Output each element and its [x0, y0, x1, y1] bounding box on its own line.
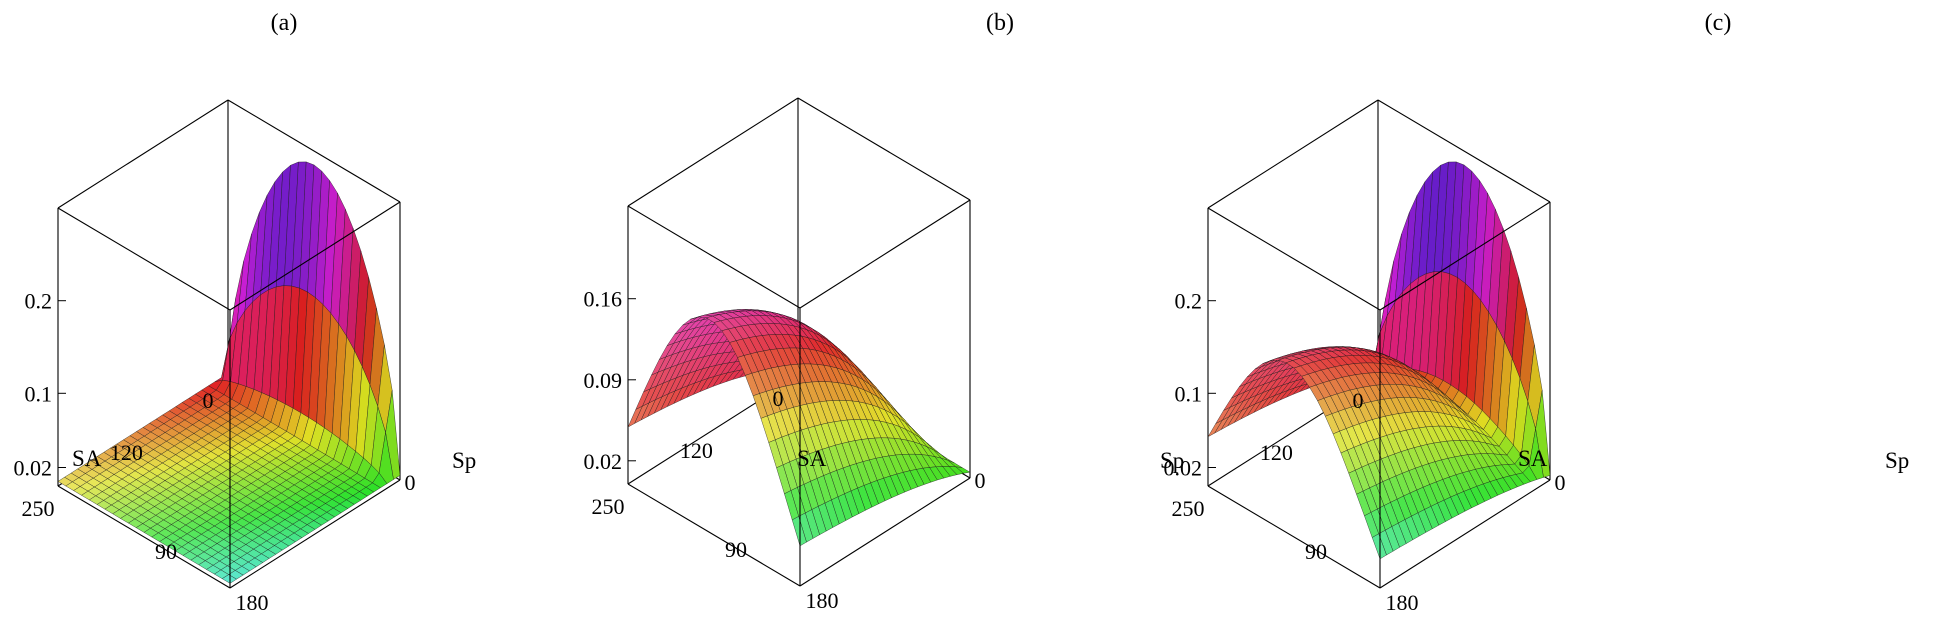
panel-a: (a) 0.02 0.1 0.2 0 120 250 0 90 180 SA Sp [14, 10, 477, 615]
panel-a-surface [57, 161, 401, 584]
panel-b-ticks: 0.02 0.09 0.16 0 120 250 0 90 180 [584, 287, 986, 613]
panel-a-ticks: 0.02 0.1 0.2 0 120 250 0 90 180 [14, 289, 416, 615]
x-tick-label: 120 [110, 440, 143, 465]
box-edge [799, 477, 971, 587]
panel-c-x-axis-label: SA [1518, 446, 1548, 471]
panel-a-y-axis-label: Sp [452, 448, 476, 473]
x-tick-label: 120 [680, 438, 713, 463]
panel-b-y-axis-label: Sp [1160, 448, 1184, 473]
z-tick-label: 0.2 [25, 289, 53, 314]
z-tick-label: 0.2 [1175, 289, 1203, 314]
box-edge [57, 207, 231, 311]
box-edge [229, 479, 401, 589]
y-tick-label: 90 [155, 539, 177, 564]
z-tick-label: 0.02 [14, 456, 53, 481]
z-tick-label: 0.1 [25, 381, 53, 406]
box-edge [57, 99, 229, 209]
box-edge [1207, 99, 1379, 209]
box-edge [1207, 207, 1381, 311]
y-tick-label: 0 [975, 468, 986, 493]
box-edge [229, 201, 401, 311]
x-tick-label: 0 [203, 388, 214, 413]
z-tick-label: 0.16 [584, 287, 623, 312]
y-tick-label: 0 [1555, 470, 1566, 495]
box-edge [627, 97, 799, 207]
x-tick-label: 250 [22, 496, 55, 521]
box-edge [1379, 479, 1551, 589]
x-tick-label: 250 [592, 494, 625, 519]
panel-c: (c) 0.02 0.1 0.2 0 120 250 0 90 180 SA Sp [1164, 10, 1910, 615]
y-tick-label: 180 [806, 588, 839, 613]
box-edge [797, 97, 971, 201]
panel-b-x-axis-label: SA [797, 446, 827, 471]
y-tick-label: 180 [236, 590, 269, 615]
panel-b-box-front [627, 199, 971, 587]
z-tick-label: 0.09 [584, 368, 623, 393]
box-edge [1379, 201, 1551, 311]
box-edge [57, 485, 231, 589]
x-tick-label: 250 [1172, 496, 1205, 521]
z-tick-label: 0.1 [1175, 381, 1203, 406]
box-edge [227, 99, 401, 203]
panel-c-title: (c) [1705, 10, 1732, 36]
panel-c-box-front [1207, 201, 1551, 589]
panel-b: (b) 0.02 0.09 0.16 0 120 250 0 90 180 SA Sp [584, 10, 1185, 613]
box-edge [1207, 485, 1381, 589]
panel-a-title: (a) [271, 10, 298, 36]
panel-c-ticks: 0.02 0.1 0.2 0 120 250 0 90 180 [1164, 289, 1566, 615]
x-tick-label: 0 [773, 386, 784, 411]
y-tick-label: 0 [405, 470, 416, 495]
box-edge [627, 205, 801, 309]
panel-b-title: (b) [986, 10, 1014, 36]
panel-b-surface [627, 309, 971, 547]
y-tick-label: 90 [725, 537, 747, 562]
box-edge [1377, 99, 1551, 203]
panel-c-surface [1207, 161, 1551, 560]
panel-a-box-front [57, 201, 401, 589]
y-tick-label: 90 [1305, 539, 1327, 564]
z-tick-label: 0.02 [584, 449, 623, 474]
x-tick-label: 120 [1260, 440, 1293, 465]
y-tick-label: 180 [1386, 590, 1419, 615]
z-tick-label: 0.02 [1164, 456, 1203, 481]
box-edge [627, 483, 801, 587]
x-tick-label: 0 [1353, 388, 1364, 413]
panel-c-y-axis-label: Sp [1885, 448, 1909, 473]
panel-a-x-axis-label: SA [72, 446, 102, 471]
box-edge [799, 199, 971, 309]
